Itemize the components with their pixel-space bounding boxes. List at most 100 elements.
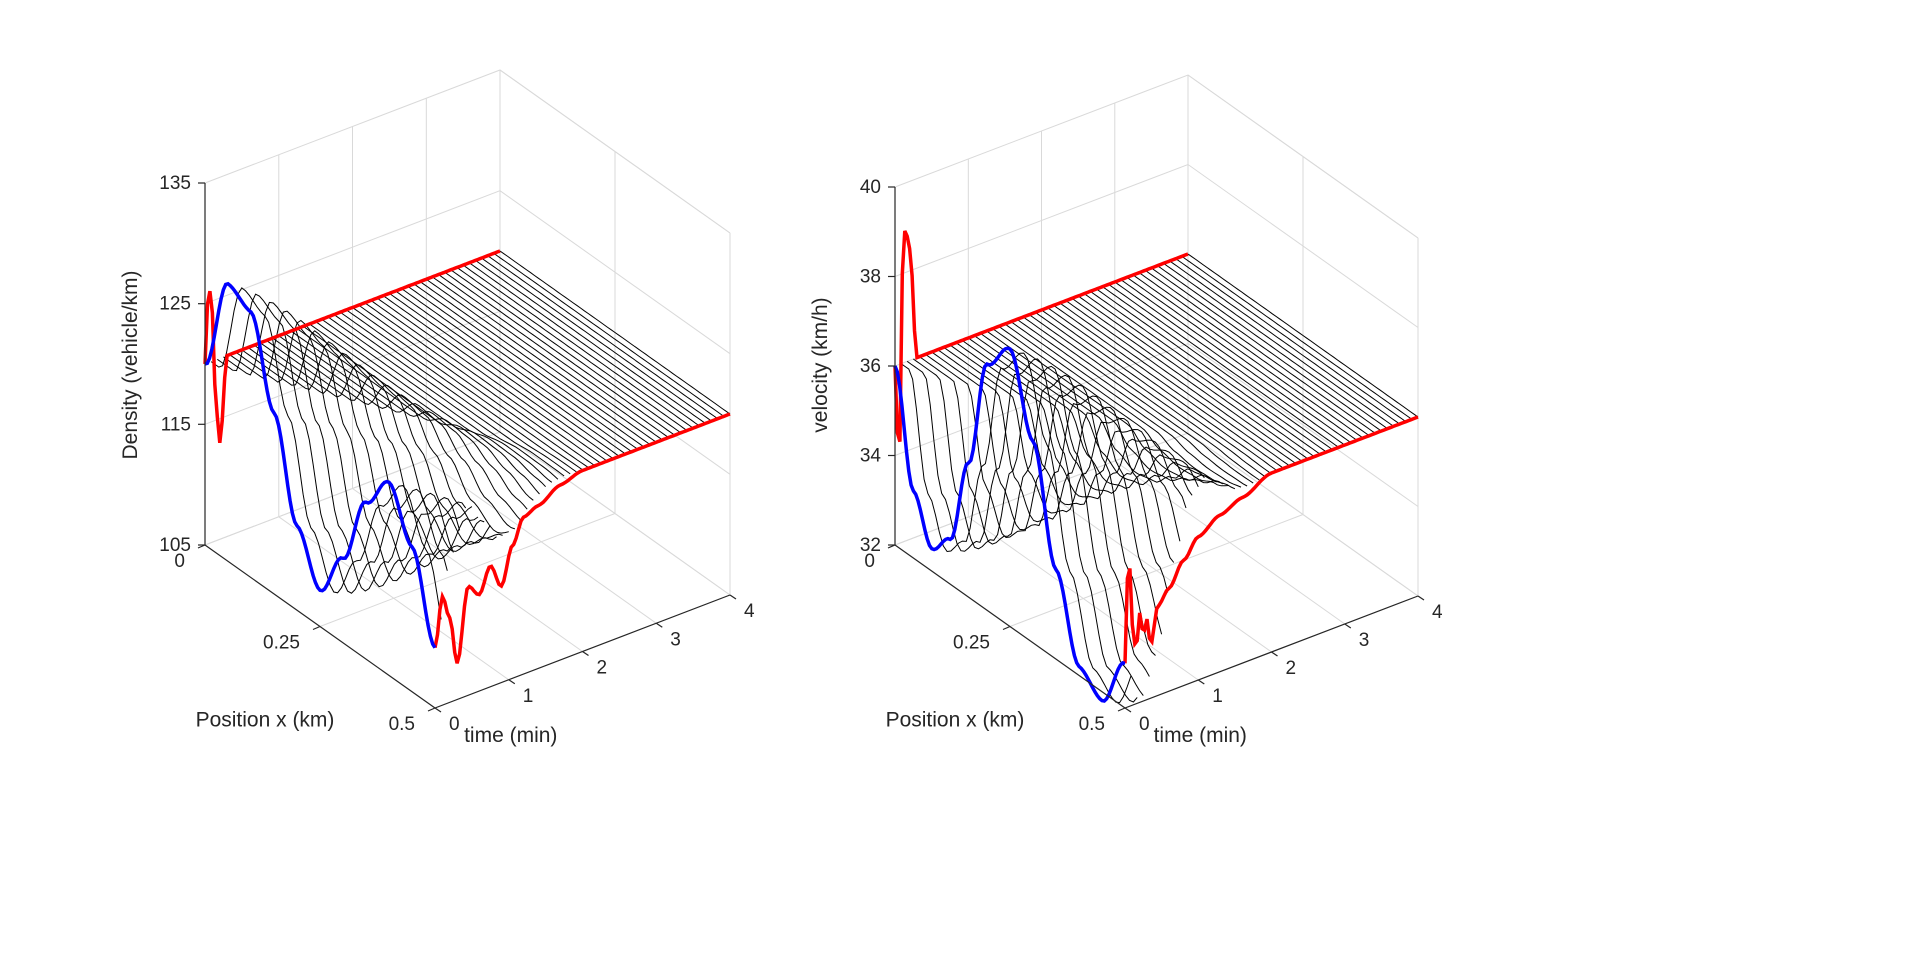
y-tick — [1197, 679, 1205, 685]
surface-line — [931, 351, 1163, 635]
surface-line — [333, 314, 565, 477]
x-tick — [1002, 625, 1011, 631]
surface-line — [900, 352, 1132, 704]
surface-line — [1053, 304, 1284, 469]
surface-line — [493, 252, 725, 417]
surface-line — [968, 337, 1199, 489]
x-tick-label: 0.25 — [953, 633, 990, 654]
surface-line — [426, 278, 657, 443]
surface-line — [1151, 267, 1382, 432]
surface-line — [210, 287, 442, 620]
y-tick-label: 0 — [1139, 714, 1150, 735]
surface-line — [906, 358, 1138, 703]
y-tick-label: 2 — [597, 658, 608, 679]
surface-line — [1187, 253, 1419, 418]
surface-line — [229, 310, 461, 588]
surface-line — [961, 339, 1193, 496]
y-tick — [729, 594, 737, 600]
surface-line — [1041, 309, 1272, 475]
x-tick-label: 0.5 — [389, 714, 415, 735]
y-tick — [655, 622, 663, 628]
x-tick-label: 0.5 — [1079, 714, 1105, 735]
surface-line — [303, 325, 534, 501]
x-tick-label: 0 — [174, 551, 185, 572]
surface-line — [1065, 300, 1297, 465]
surface-line — [1010, 321, 1242, 488]
surface-line — [450, 269, 682, 434]
surface-line — [456, 267, 688, 431]
surface-line — [432, 276, 663, 441]
y-tick — [434, 707, 442, 713]
surface-line — [1071, 297, 1303, 462]
surface-line — [1163, 262, 1394, 427]
surface-line — [974, 335, 1205, 486]
surface-line — [260, 342, 491, 552]
z-tick-label: 36 — [860, 356, 881, 377]
surface-line — [296, 328, 528, 510]
surface-line — [1059, 302, 1291, 467]
surface-line — [980, 332, 1211, 483]
x-tick-label: 0.25 — [263, 633, 300, 654]
surface-line — [913, 358, 1144, 696]
surface-line — [1157, 265, 1388, 430]
surface-line — [413, 283, 645, 448]
y-tick-label: 2 — [1286, 658, 1297, 679]
y-tick-label: 1 — [523, 686, 534, 707]
surface-line — [1114, 281, 1346, 446]
surface-line — [235, 319, 467, 582]
red-trace-x0 — [893, 230, 1189, 443]
grid-line — [1187, 74, 1419, 239]
surface-line — [998, 325, 1229, 487]
z-tick-label: 34 — [860, 446, 882, 467]
surface-line — [469, 262, 700, 427]
surface-line — [1138, 272, 1370, 437]
surface-line — [284, 332, 516, 530]
surface-line — [389, 292, 620, 457]
z-tick-label: 115 — [161, 414, 191, 435]
z-axis-title: Density (vehicle/km) — [119, 270, 142, 459]
grid-line — [1009, 514, 1304, 627]
z-tick-label: 125 — [159, 294, 191, 315]
surface-line — [499, 250, 731, 415]
surface-line — [1175, 258, 1407, 423]
surface-line — [1120, 279, 1352, 444]
x-axis-title: Position x (km) — [886, 709, 1025, 732]
x-tick — [427, 707, 436, 712]
surface-line — [992, 328, 1223, 485]
surface-line — [309, 323, 540, 495]
surface-line — [1016, 318, 1248, 487]
surface-line — [370, 299, 602, 464]
surface-line — [955, 342, 1187, 509]
surface-line — [1102, 286, 1333, 451]
surface-line — [315, 321, 546, 488]
grid-line — [319, 513, 616, 627]
surface-line — [327, 316, 559, 480]
surface-line — [395, 290, 626, 455]
red-trace-x05 — [433, 412, 731, 664]
surface-line — [217, 293, 448, 594]
surface-line — [1047, 307, 1278, 472]
surface-line — [321, 318, 553, 483]
surface-line — [438, 274, 669, 438]
surface-line — [346, 309, 577, 473]
y-tick — [1271, 651, 1278, 657]
y-tick — [508, 679, 516, 685]
surface-line — [1022, 316, 1254, 484]
surface-line — [986, 330, 1217, 483]
surface-line — [352, 307, 583, 471]
surface-line — [1145, 269, 1376, 434]
y-axis-title: time (min) — [1154, 724, 1247, 747]
surface-line — [937, 349, 1169, 593]
y-tick-label: 1 — [1212, 686, 1223, 707]
y-tick — [1417, 595, 1425, 601]
blue-trace — [893, 346, 1126, 703]
y-tick-label: 3 — [670, 629, 681, 650]
x-tick — [312, 625, 321, 631]
grid-line — [204, 431, 501, 546]
x-axis-title: Position x (km) — [196, 709, 335, 732]
surface-line — [481, 257, 712, 422]
surface-line — [407, 285, 639, 450]
y-tick-label: 3 — [1359, 630, 1370, 651]
y-tick-label: 0 — [449, 714, 460, 735]
